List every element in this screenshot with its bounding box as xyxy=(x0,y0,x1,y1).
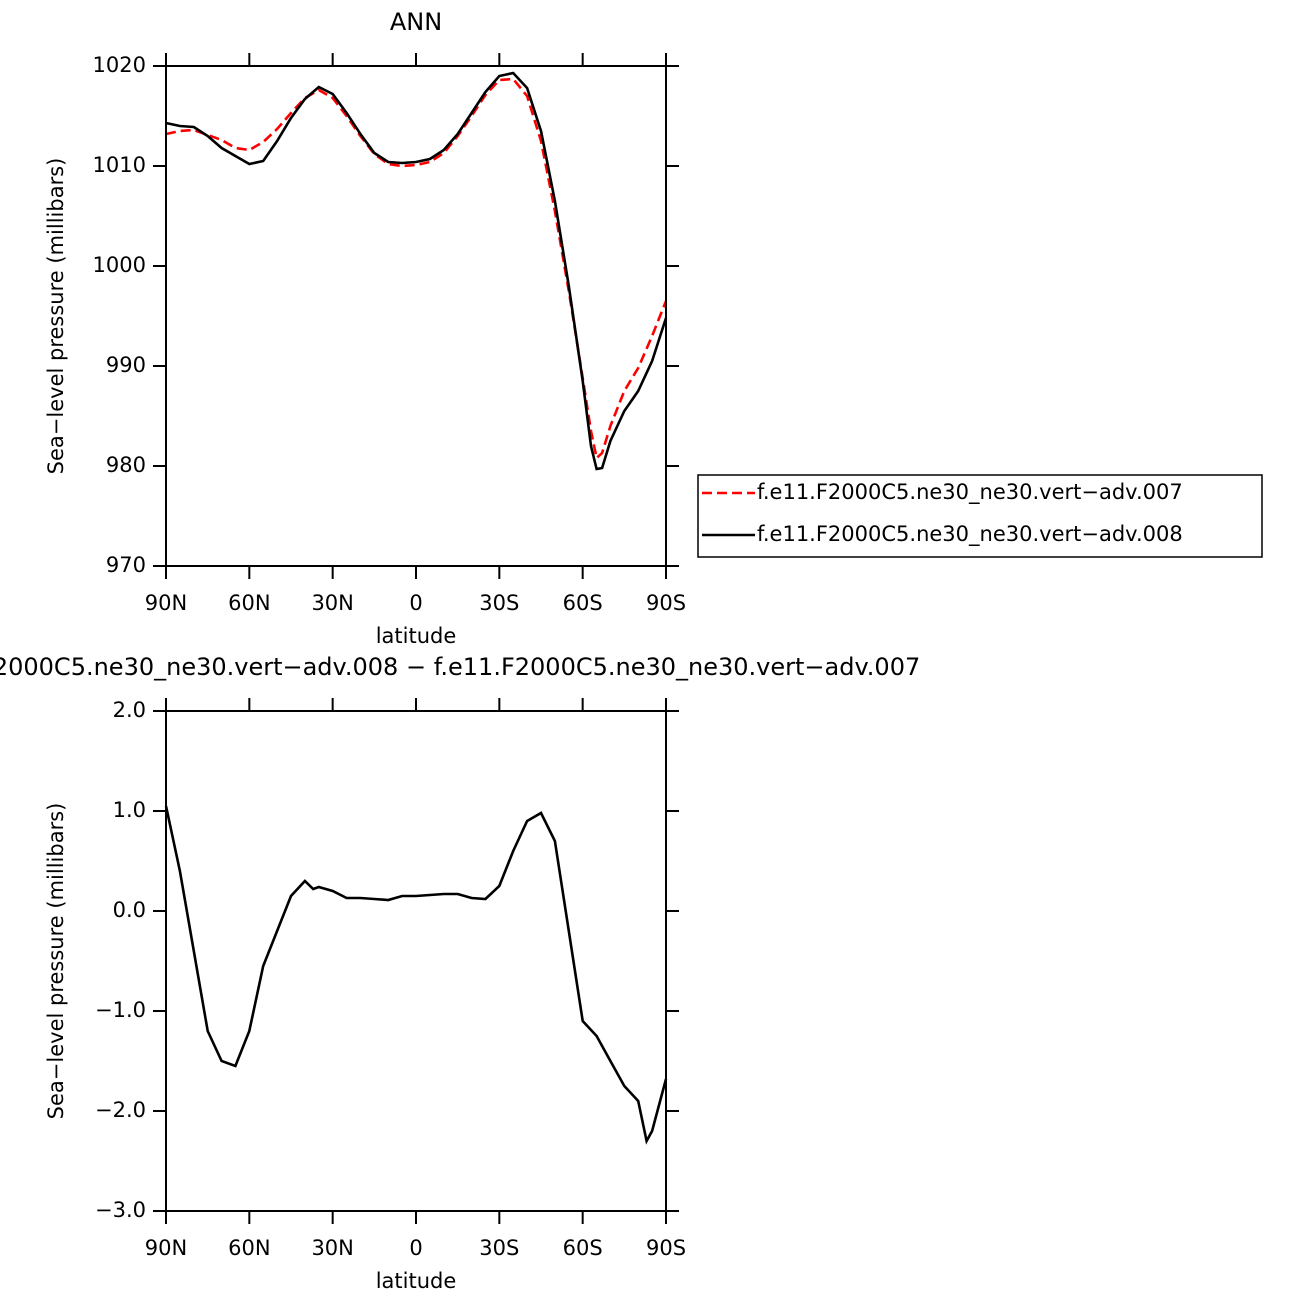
x-tick-label: 90N xyxy=(145,1236,187,1260)
series-line xyxy=(165,71,668,471)
x-tick-label: 60S xyxy=(563,591,603,615)
x-tick-label: 90N xyxy=(145,591,187,615)
x-tick-label: 60S xyxy=(563,1236,603,1260)
x-tick-label: 90S xyxy=(646,1236,686,1260)
legend-box xyxy=(697,474,1263,558)
y-tick-label: 2.0 xyxy=(113,698,146,722)
x-tick-label: 90S xyxy=(646,591,686,615)
y-tick-label: 1.0 xyxy=(113,798,146,822)
y-tick-label: 1010 xyxy=(93,153,146,177)
x-tick-label: 0 xyxy=(409,1236,422,1260)
x-tick-label: 60N xyxy=(228,591,270,615)
y-axis-label: Sea−level pressure (millibars) xyxy=(44,158,68,475)
x-axis-label: latitude xyxy=(376,1269,457,1293)
x-axis-label: latitude xyxy=(376,624,457,648)
x-tick-label: 30N xyxy=(311,1236,353,1260)
y-tick-label: 980 xyxy=(106,453,146,477)
legend-label: f.e11.F2000C5.ne30_ne30.vert−adv.007 xyxy=(757,480,1183,505)
y-tick-label: 0.0 xyxy=(113,898,146,922)
y-axis-label: Sea−level pressure (millibars) xyxy=(44,803,68,1120)
y-tick-label: −1.0 xyxy=(95,998,146,1022)
chart-title: f.e11.F2000C5.ne30_ne30.vert−adv.008 − f… xyxy=(0,653,920,681)
legend-label: f.e11.F2000C5.ne30_ne30.vert−adv.008 xyxy=(757,522,1183,547)
series-line xyxy=(164,805,668,1145)
plot-frame xyxy=(165,710,667,1212)
y-tick-label: 1020 xyxy=(93,53,146,77)
y-tick-label: 970 xyxy=(106,553,146,577)
x-tick-label: 30N xyxy=(311,591,353,615)
y-tick-label: 1000 xyxy=(93,253,146,277)
x-tick-label: 0 xyxy=(409,591,422,615)
y-tick-label: 990 xyxy=(106,353,146,377)
plot-frame xyxy=(165,65,667,567)
series-line xyxy=(165,77,668,461)
x-tick-label: 30S xyxy=(479,591,519,615)
x-tick-label: 60N xyxy=(228,1236,270,1260)
y-tick-label: −3.0 xyxy=(95,1198,146,1222)
x-tick-label: 30S xyxy=(479,1236,519,1260)
chart-title: ANN xyxy=(390,8,442,36)
y-tick-label: −2.0 xyxy=(95,1098,146,1122)
